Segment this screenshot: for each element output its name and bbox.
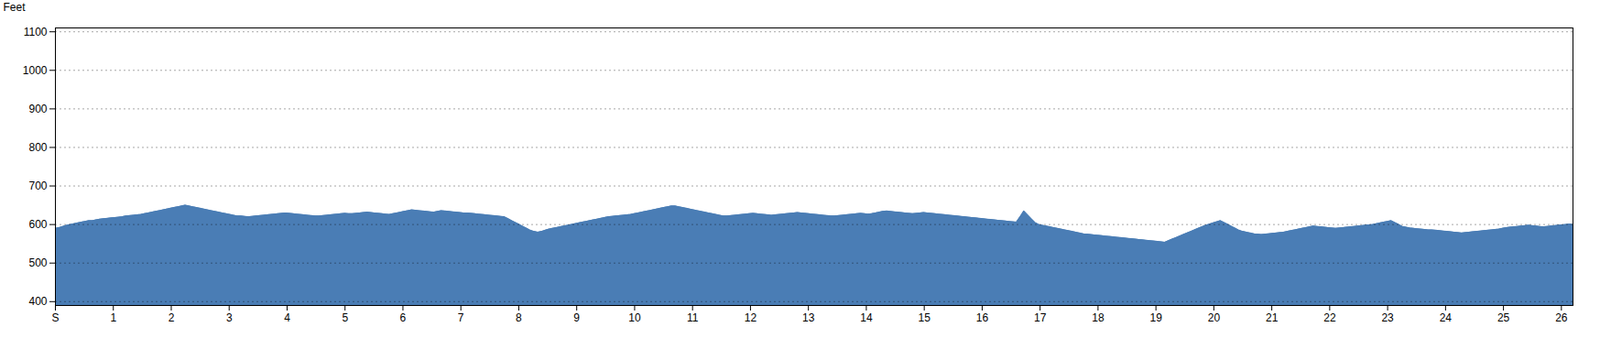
svg-text:S: S bbox=[51, 311, 59, 325]
svg-text:14: 14 bbox=[859, 311, 873, 325]
svg-text:22: 22 bbox=[1323, 311, 1337, 325]
svg-text:400: 400 bbox=[28, 294, 47, 308]
svg-text:9: 9 bbox=[573, 311, 580, 325]
svg-text:11: 11 bbox=[686, 311, 699, 325]
svg-text:1: 1 bbox=[109, 311, 117, 325]
svg-text:10: 10 bbox=[628, 311, 642, 325]
svg-text:16: 16 bbox=[976, 311, 990, 325]
svg-text:1100: 1100 bbox=[23, 25, 48, 39]
svg-text:19: 19 bbox=[1149, 311, 1163, 325]
svg-text:13: 13 bbox=[802, 311, 816, 325]
svg-text:800: 800 bbox=[28, 141, 47, 154]
svg-text:700: 700 bbox=[28, 179, 47, 193]
svg-text:12: 12 bbox=[744, 311, 758, 325]
svg-text:3: 3 bbox=[226, 311, 233, 325]
svg-text:24: 24 bbox=[1439, 311, 1453, 325]
svg-text:600: 600 bbox=[28, 217, 47, 231]
svg-text:18: 18 bbox=[1091, 311, 1105, 325]
svg-text:17: 17 bbox=[1034, 311, 1047, 325]
svg-text:6: 6 bbox=[400, 311, 407, 325]
svg-text:23: 23 bbox=[1381, 311, 1394, 325]
svg-text:21: 21 bbox=[1265, 311, 1279, 325]
svg-text:8: 8 bbox=[515, 311, 523, 325]
svg-text:Feet: Feet bbox=[3, 0, 27, 14]
svg-text:2: 2 bbox=[168, 311, 175, 325]
svg-text:900: 900 bbox=[28, 102, 47, 116]
svg-text:15: 15 bbox=[917, 311, 931, 325]
svg-text:1000: 1000 bbox=[22, 64, 48, 77]
svg-text:20: 20 bbox=[1208, 311, 1221, 325]
svg-text:26: 26 bbox=[1555, 311, 1568, 325]
svg-text:4: 4 bbox=[283, 311, 291, 325]
svg-text:25: 25 bbox=[1497, 311, 1511, 325]
svg-text:5: 5 bbox=[341, 311, 349, 325]
svg-text:500: 500 bbox=[28, 256, 47, 270]
svg-text:7: 7 bbox=[457, 311, 465, 325]
